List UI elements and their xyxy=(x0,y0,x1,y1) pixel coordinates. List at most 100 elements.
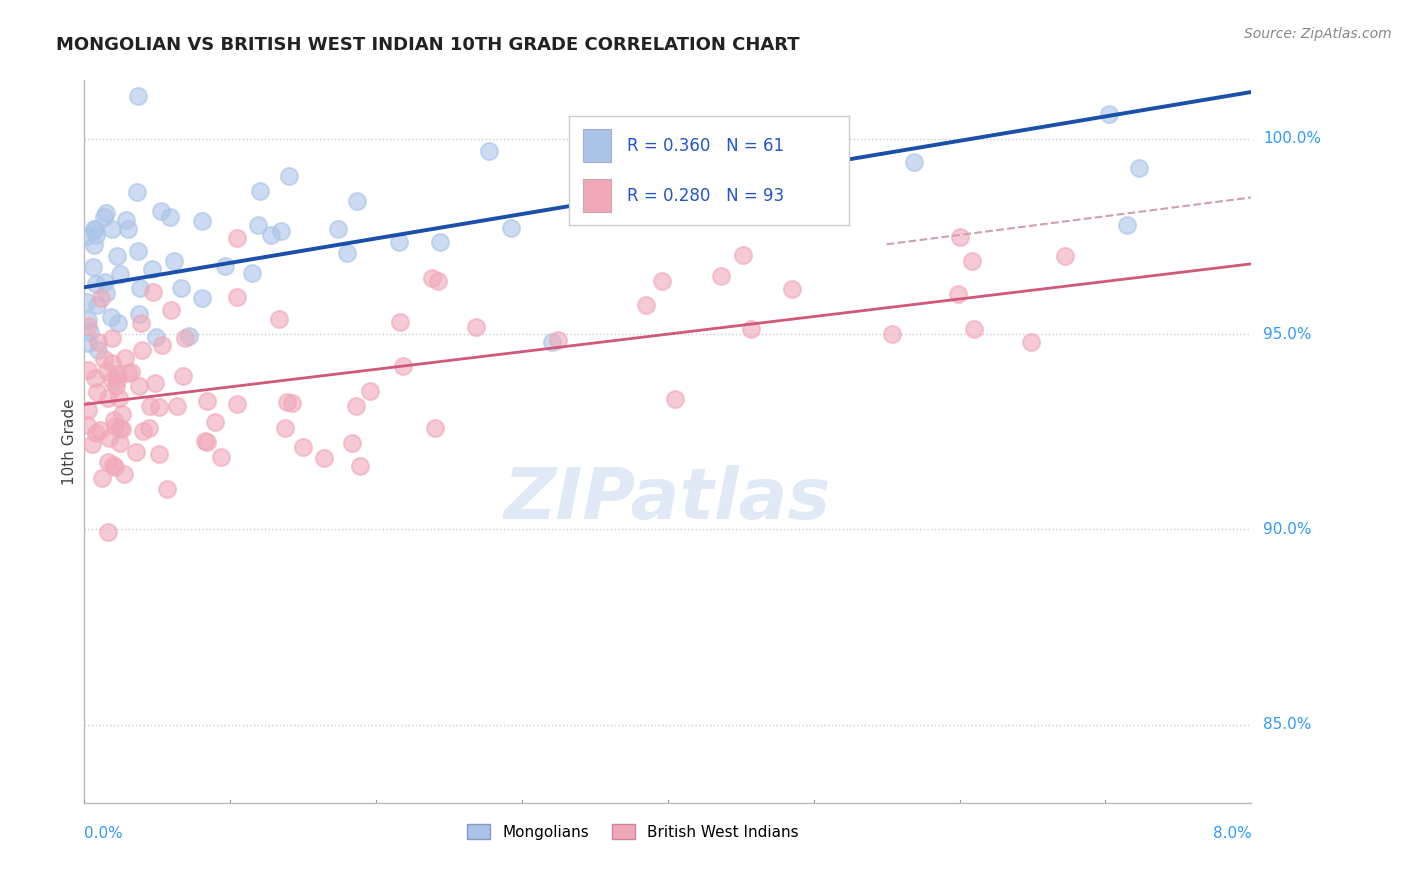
Point xyxy=(83,222,105,236)
Point xyxy=(150,337,173,351)
Point xyxy=(79,325,101,339)
Point xyxy=(226,397,249,411)
Point xyxy=(100,222,122,236)
Point xyxy=(114,351,136,366)
Point xyxy=(651,274,673,288)
Point xyxy=(1054,249,1077,263)
Point xyxy=(780,282,803,296)
Point xyxy=(115,213,138,227)
Point xyxy=(93,351,115,366)
Text: 90.0%: 90.0% xyxy=(1263,522,1312,537)
Point xyxy=(724,187,747,202)
Point xyxy=(105,249,128,263)
Point xyxy=(87,343,110,357)
Point xyxy=(478,145,501,159)
Point xyxy=(84,425,107,440)
Point xyxy=(108,421,131,435)
Point xyxy=(359,384,381,398)
Point xyxy=(346,194,368,209)
Point xyxy=(148,400,170,414)
Point xyxy=(84,221,107,235)
Point xyxy=(170,281,193,295)
Point xyxy=(903,154,925,169)
Point xyxy=(349,458,371,473)
Point xyxy=(139,400,162,414)
Point xyxy=(249,184,271,198)
Point xyxy=(82,260,104,275)
Point xyxy=(97,431,120,445)
Text: 8.0%: 8.0% xyxy=(1212,826,1251,841)
Point xyxy=(425,421,447,435)
Point xyxy=(664,392,686,407)
Point xyxy=(280,396,302,410)
Point xyxy=(177,329,200,343)
Point xyxy=(76,362,98,376)
Point xyxy=(86,298,108,312)
Point xyxy=(93,275,115,289)
Point xyxy=(547,333,569,347)
Point xyxy=(86,384,108,399)
Point xyxy=(108,267,131,281)
Point xyxy=(240,266,263,280)
Point xyxy=(84,228,107,243)
Point xyxy=(156,482,179,496)
Point xyxy=(127,89,149,103)
Point xyxy=(87,334,110,349)
Point xyxy=(420,271,443,285)
Point xyxy=(138,420,160,434)
Point xyxy=(1098,106,1121,120)
Point xyxy=(97,391,120,405)
Point xyxy=(97,525,120,540)
Point xyxy=(107,316,129,330)
Text: MONGOLIAN VS BRITISH WEST INDIAN 10TH GRADE CORRELATION CHART: MONGOLIAN VS BRITISH WEST INDIAN 10TH GR… xyxy=(56,36,800,54)
Point xyxy=(540,334,562,349)
Point xyxy=(163,254,186,268)
Y-axis label: 10th Grade: 10th Grade xyxy=(62,398,77,485)
Point xyxy=(141,261,163,276)
Point xyxy=(190,291,212,305)
Point xyxy=(172,369,194,384)
Point xyxy=(960,253,983,268)
Point xyxy=(107,373,129,387)
Point xyxy=(949,229,972,244)
Point xyxy=(100,373,122,387)
Point xyxy=(214,259,236,273)
Point xyxy=(159,210,181,224)
Point xyxy=(83,237,105,252)
Point xyxy=(103,413,125,427)
Point xyxy=(314,451,336,466)
Point xyxy=(464,319,486,334)
Point xyxy=(142,285,165,299)
Point xyxy=(1128,161,1150,176)
Point xyxy=(77,318,100,333)
Point xyxy=(84,277,107,292)
Point xyxy=(97,455,120,469)
Point xyxy=(195,435,218,450)
Point xyxy=(766,144,789,158)
Point xyxy=(270,224,292,238)
Point xyxy=(94,205,117,219)
Point xyxy=(76,417,98,432)
Point xyxy=(128,379,150,393)
Point xyxy=(326,222,349,236)
Point xyxy=(148,447,170,461)
Point xyxy=(104,419,127,434)
Point xyxy=(76,336,98,351)
Point xyxy=(292,440,315,454)
Point xyxy=(388,235,411,250)
Point xyxy=(145,330,167,344)
Text: Source: ZipAtlas.com: Source: ZipAtlas.com xyxy=(1244,27,1392,41)
Point xyxy=(120,365,142,379)
Point xyxy=(94,286,117,301)
Point xyxy=(427,274,450,288)
Text: 95.0%: 95.0% xyxy=(1263,326,1312,342)
Point xyxy=(76,228,98,243)
Point xyxy=(389,314,412,328)
Point xyxy=(100,310,122,325)
Point xyxy=(150,204,173,219)
Point xyxy=(77,403,100,417)
Point xyxy=(101,458,124,473)
Point xyxy=(128,307,150,321)
Point xyxy=(100,331,122,345)
Point xyxy=(277,169,299,183)
